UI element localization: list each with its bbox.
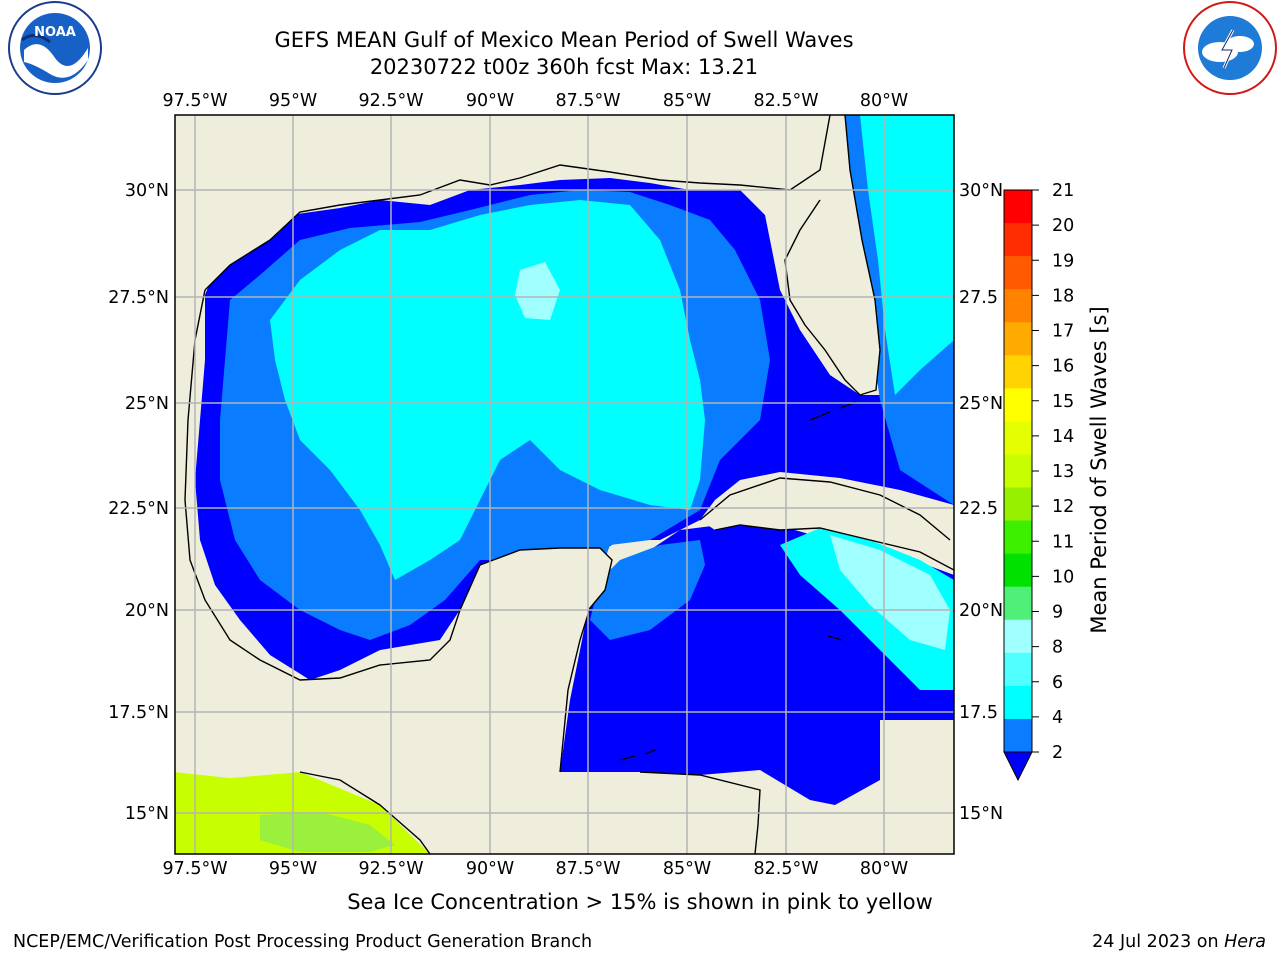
colorbar-segment (1004, 421, 1032, 455)
sea-ice-note: Sea Ice Concentration > 15% is shown in … (347, 890, 933, 914)
colorbar-segment (1004, 652, 1032, 687)
colorbar-tick-label: 16 (1052, 357, 1074, 377)
nws-logo (1183, 1, 1277, 95)
colorbar-tick-label: 8 (1052, 638, 1063, 658)
colorbar-segment (1004, 256, 1032, 290)
mexico-west-land (175, 115, 954, 660)
lat-label-left: 25°N (125, 394, 169, 414)
lat-label-right: 30°N (959, 181, 1003, 201)
colorbar-segment (1004, 454, 1032, 489)
lat-label-right: 20°N (959, 601, 1003, 621)
colorbar: 21 20 19 18 17 16 15 14 13 12 11 10 9 8 6 4 2 (1003, 181, 1074, 782)
colorbar-tick-label: 21 (1052, 181, 1074, 201)
colorbar-tick-label: 13 (1052, 462, 1074, 482)
swell-patch-8 (515, 262, 560, 320)
lon-label-bottom: 92.5°W (358, 859, 423, 879)
colorbar-segment (1004, 718, 1032, 753)
colorbar-tick-label: 6 (1052, 673, 1063, 693)
graticule (175, 115, 954, 854)
colorbar-segment (1004, 619, 1032, 654)
credit-text: NCEP/EMC/Verification Post Processing Pr… (13, 932, 593, 952)
lat-label-right: 25°N (959, 394, 1003, 414)
chart-title: GEFS MEAN Gulf of Mexico Mean Period of … (274, 28, 854, 52)
lat-label-right: 15°N (959, 804, 1003, 824)
lat-label-right: 22.5 (959, 499, 998, 519)
lat-label-left: 30°N (125, 181, 169, 201)
colorbar-tick-label: 15 (1052, 392, 1074, 412)
lon-label-top: 85°W (663, 91, 711, 111)
coastline-central-america (299, 771, 761, 854)
colorbar-tick-label: 10 (1052, 567, 1074, 587)
colorbar-label: Mean Period of Swell Waves [s] (1087, 306, 1111, 633)
caribbean-band-4 (590, 540, 705, 640)
keys-marks (619, 401, 857, 761)
date-stamp: 24 Jul 2023 on Hera (1092, 932, 1266, 952)
colorbar-tick-label: 4 (1052, 708, 1063, 728)
map-frame (174, 114, 955, 855)
colorbar-segment (1004, 223, 1032, 257)
lon-label-top: 97.5°W (162, 91, 227, 111)
colorbar-segment (1004, 685, 1032, 720)
lon-label-top: 87.5°W (555, 91, 620, 111)
noaa-logo-text: NOAA (34, 25, 76, 40)
lon-label-bottom: 80°W (860, 859, 908, 879)
lon-label-top: 82.5°W (753, 91, 818, 111)
date-text: 24 Jul 2023 on (1092, 932, 1225, 952)
machine-name: Hera (1224, 932, 1266, 952)
lon-label-top: 90°W (466, 91, 514, 111)
lat-label-left: 20°N (125, 601, 169, 621)
map-panel (175, 115, 954, 854)
swell-band-6-8 (270, 200, 705, 580)
colorbar-tick-label: 9 (1052, 603, 1063, 623)
lat-label-right: 17.5 (959, 703, 998, 723)
lon-label-bottom: 85°W (663, 859, 711, 879)
colorbar-tick-label: 12 (1052, 497, 1074, 517)
colorbar-segment (1004, 322, 1032, 356)
colorbar-segment (1004, 190, 1032, 224)
lon-label-top: 92.5°W (358, 91, 423, 111)
colorbar-tick-label: 19 (1052, 251, 1074, 271)
colorbar-segment (1004, 355, 1032, 389)
lat-label-left: 27.5°N (108, 288, 169, 308)
lat-label-left: 17.5°N (108, 703, 169, 723)
lat-label-right: 27.5 (959, 288, 998, 308)
lon-label-top: 95°W (269, 91, 317, 111)
colorbar-segment (1004, 553, 1032, 588)
florida-land (785, 115, 880, 395)
lat-label-left: 22.5°N (108, 499, 169, 519)
lon-label-bottom: 82.5°W (753, 859, 818, 879)
chart-subtitle: 20230722 t00z 360h fcst Max: 13.21 (369, 55, 759, 79)
colorbar-segment (1004, 520, 1032, 555)
axis-labels: 97.5°W 97.5°W 95°W 95°W 92.5°W 92.5°W 90°W 90°W… (108, 91, 1003, 879)
colorbar-tick-label: 11 (1052, 532, 1074, 552)
lat-label-left: 15°N (125, 804, 169, 824)
lon-label-bottom: 90°W (466, 859, 514, 879)
central-america-land (175, 660, 760, 854)
colorbar-segment (1004, 487, 1032, 522)
coastline-cuba (699, 477, 954, 571)
colorbar-extend-arrow (1003, 751, 1033, 782)
noaa-logo: NOAA (8, 1, 102, 95)
colorbar-tick-label: 14 (1052, 427, 1074, 447)
colorbar-segment (1004, 289, 1032, 323)
colorbar-segment (1004, 388, 1032, 422)
colorbar-segment (1004, 586, 1032, 621)
colorbar-tick-label: 20 (1052, 216, 1074, 236)
colorbar-tick-label: 2 (1052, 743, 1063, 763)
colorbar-tick-label: 18 (1052, 286, 1074, 306)
coastline-gulf (204, 115, 831, 291)
lon-label-bottom: 97.5°W (162, 859, 227, 879)
colorbar-tick-label: 17 (1052, 322, 1074, 342)
lon-label-bottom: 95°W (269, 859, 317, 879)
lon-label-bottom: 87.5°W (555, 859, 620, 879)
caribbean-band-8 (830, 535, 950, 650)
coastline-west (184, 289, 613, 773)
lon-label-top: 80°W (860, 91, 908, 111)
